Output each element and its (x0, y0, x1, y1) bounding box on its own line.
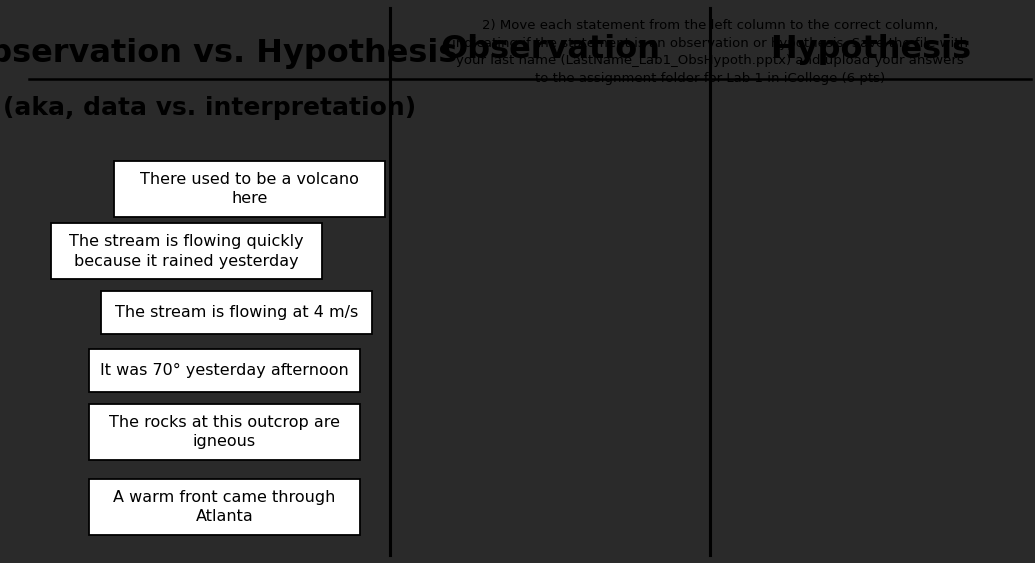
FancyBboxPatch shape (114, 160, 385, 217)
FancyBboxPatch shape (89, 404, 359, 460)
Text: The rocks at this outcrop are
igneous: The rocks at this outcrop are igneous (109, 415, 339, 449)
FancyBboxPatch shape (51, 224, 322, 279)
FancyBboxPatch shape (101, 291, 372, 334)
Text: There used to be a volcano
here: There used to be a volcano here (140, 172, 359, 206)
Text: (aka, data vs. interpretation): (aka, data vs. interpretation) (3, 96, 416, 120)
Text: The stream is flowing at 4 m/s: The stream is flowing at 4 m/s (115, 305, 358, 320)
FancyBboxPatch shape (89, 349, 359, 392)
Text: 2) Move each statement from the left column to the correct column,
indicating if: 2) Move each statement from the left col… (452, 19, 969, 85)
Text: The stream is flowing quickly
because it rained yesterday: The stream is flowing quickly because it… (69, 234, 303, 269)
Text: It was 70° yesterday afternoon: It was 70° yesterday afternoon (100, 363, 349, 378)
FancyBboxPatch shape (89, 479, 359, 535)
Text: Observation vs. Hypothesis: Observation vs. Hypothesis (0, 38, 457, 69)
Text: A warm front came through
Atlanta: A warm front came through Atlanta (113, 490, 335, 524)
Text: Hypothesis: Hypothesis (770, 34, 971, 65)
Text: Observation: Observation (440, 34, 660, 65)
